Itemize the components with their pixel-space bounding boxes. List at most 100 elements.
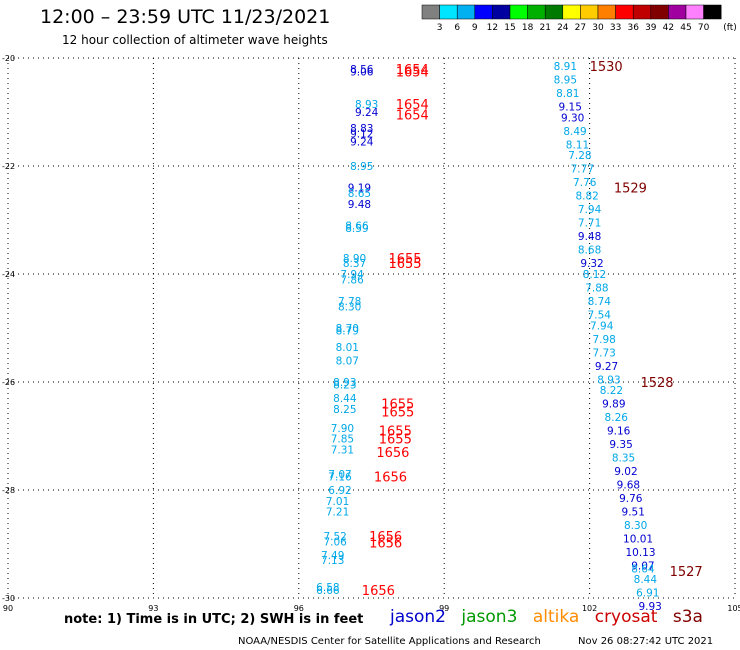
legend-cryosat: cryosat: [594, 607, 658, 627]
y-tick-label: -22: [2, 162, 15, 171]
footer-center: NOAA/NESDIS Center for Satellite Applica…: [238, 636, 541, 647]
time-label: 1655: [379, 425, 412, 440]
time-labels: 1654165416541654165516551655165516551655…: [362, 60, 703, 599]
swh-point: 8.37: [343, 258, 366, 270]
colorbar-swatch: [474, 4, 493, 20]
swh-point: 7.77: [571, 164, 594, 176]
swh-point: 8.56: [350, 64, 374, 76]
colorbar-swatch: [703, 4, 722, 20]
swh-labels: 8.569.068.939.248.839.129.248.959.198.65…: [316, 61, 662, 613]
swh-point: 9.24: [355, 107, 379, 119]
colorbar-tick: 70: [698, 23, 710, 33]
swh-point: 9.30: [561, 112, 584, 124]
swh-point: 7.94: [578, 204, 602, 216]
swh-point: 7.76: [573, 177, 597, 189]
colorbar-swatch: [562, 4, 581, 20]
swh-point: 8.23: [333, 380, 356, 392]
swh-point: 8.93: [597, 374, 620, 386]
swh-point: 8.30: [624, 520, 647, 532]
swh-point: 8.74: [588, 296, 612, 308]
time-label: 1530: [590, 60, 623, 75]
swh-point: 8.90: [343, 253, 366, 265]
swh-point: 8.70: [336, 323, 359, 335]
swh-point: 10.01: [623, 534, 653, 546]
swh-point: 9.76: [619, 493, 643, 505]
swh-point: 9.12: [350, 129, 373, 141]
swh-point: 9.32: [580, 258, 603, 270]
colorbar-swatch: [668, 4, 687, 20]
swh-point: 9.02: [614, 466, 637, 478]
swh-point: 7.01: [326, 496, 349, 508]
colorbar-swatch: [580, 4, 599, 20]
swh-point: 8.22: [600, 385, 623, 397]
colorbar-tick: 9: [472, 23, 478, 33]
time-label: 1529: [614, 182, 647, 197]
time-label: 1655: [388, 257, 421, 272]
swh-point: 9.68: [617, 480, 640, 492]
colorbar-unit: (ft): [723, 23, 737, 33]
swh-point: 8.64: [631, 563, 655, 575]
swh-point: 7.16: [328, 472, 352, 484]
colorbar-tick: 6: [454, 23, 460, 33]
swh-point: 7.98: [592, 334, 615, 346]
legend-jason2: jason2: [390, 607, 446, 627]
swh-point: 9.07: [631, 561, 654, 573]
time-label: 1527: [670, 565, 703, 580]
swh-point: 8.11: [566, 139, 589, 151]
legend-altika: altika: [532, 607, 580, 627]
swh-point: 8.65: [348, 188, 371, 200]
colorbar-swatch: [439, 4, 458, 20]
x-tick-label: 90: [3, 604, 13, 613]
colorbar-swatch: [615, 4, 634, 20]
swh-point: 6.91: [636, 588, 659, 600]
swh-point: 7.86: [340, 274, 364, 286]
swh-point: 9.35: [609, 439, 632, 451]
grid-lines: [7, 57, 736, 599]
swh-point: 7.06: [323, 536, 347, 548]
swh-point: 7.73: [592, 347, 615, 359]
time-label: 1655: [388, 252, 421, 267]
colorbar-tick: 18: [522, 23, 534, 33]
swh-point: 9.27: [595, 361, 618, 373]
colorbar-tick: 36: [627, 23, 639, 33]
x-tick-label: 105: [727, 604, 740, 613]
swh-point: 7.54: [588, 310, 612, 322]
swh-point: 6.58: [316, 582, 339, 594]
x-tick-label: 93: [148, 604, 158, 613]
swh-point: 8.44: [634, 574, 658, 586]
swh-point: 8.49: [563, 126, 586, 138]
time-label: 1528: [640, 376, 673, 391]
y-tick-label: -20: [2, 54, 15, 63]
legend-s3a: s3a: [672, 607, 703, 627]
chart-subtitle: 12 hour collection of altimeter wave hei…: [62, 33, 328, 47]
swh-point: 8.95: [350, 161, 373, 173]
time-label: 1655: [381, 398, 414, 413]
swh-point: 7.78: [338, 296, 361, 308]
swh-point: 7.31: [331, 445, 354, 457]
swh-point: 7.88: [585, 283, 608, 295]
colorbar-swatch: [492, 4, 511, 20]
swh-point: 8.95: [554, 75, 577, 87]
x-tick-label: 96: [294, 604, 304, 613]
swh-point: 9.89: [602, 399, 625, 411]
swh-point: 7.90: [331, 423, 354, 435]
colorbar-swatch: [632, 4, 652, 20]
footer-timestamp: Nov 26 08:27:42 UTC 2021: [578, 636, 714, 647]
time-label: 1656: [362, 584, 395, 599]
swh-point: 8.68: [578, 245, 601, 257]
swh-point: 8.35: [612, 453, 635, 465]
color-scale-bar: 3 6 9 12 15 18 21 24 27 30 33 36 39 42 45 70 (ft): [421, 4, 737, 33]
swh-point: 8.30: [338, 301, 361, 313]
colorbar-swatch: [544, 4, 564, 20]
swh-point: 9.15: [559, 102, 582, 114]
colorbar-tick: 39: [645, 23, 657, 33]
swh-point: 7.07: [328, 469, 351, 481]
swh-point: 7.85: [331, 434, 354, 446]
swh-point: 7.13: [321, 555, 344, 567]
time-label: 1656: [376, 446, 409, 461]
colorbar-tick: 42: [663, 23, 674, 33]
colorbar-tick: 24: [557, 23, 569, 33]
swh-point: 8.12: [583, 269, 606, 281]
colorbar-swatch: [456, 4, 476, 20]
colorbar-tick: 3: [437, 23, 443, 33]
